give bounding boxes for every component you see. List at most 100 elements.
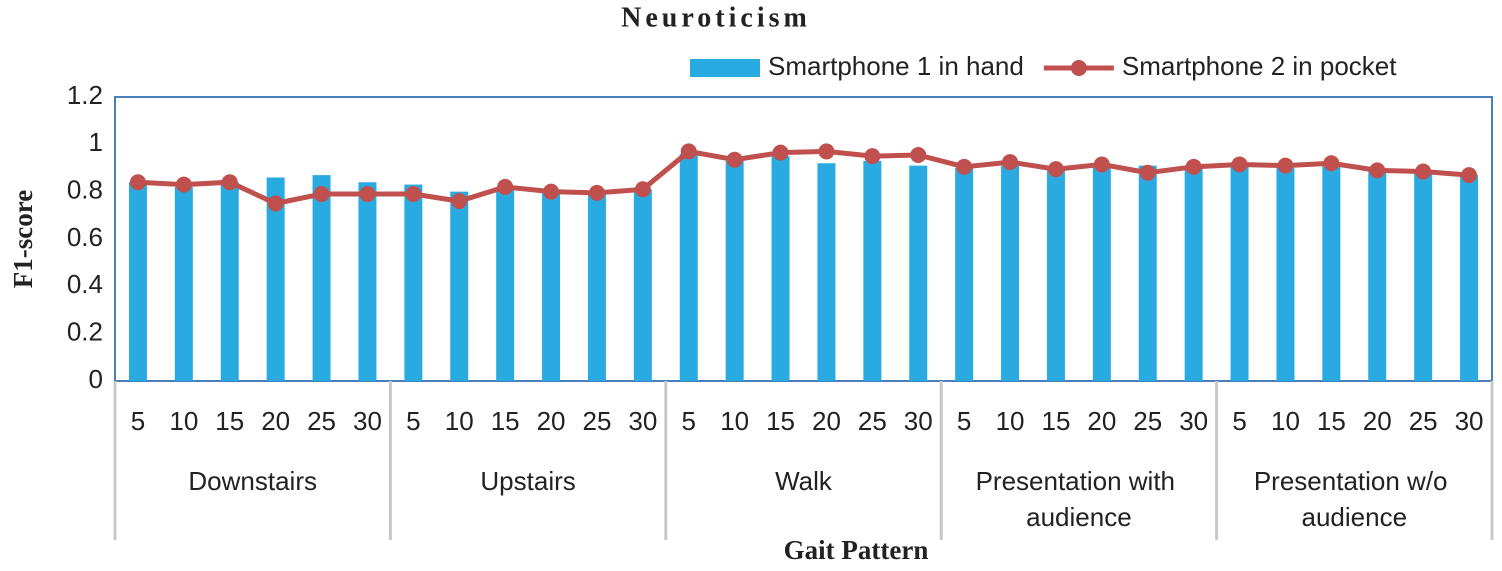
x-axis-title: Gait Pattern <box>784 535 929 565</box>
bar <box>542 191 561 381</box>
x-tick-label: 10 <box>445 406 474 436</box>
x-tick-label: 30 <box>904 406 933 436</box>
bar <box>220 182 239 381</box>
bar <box>1460 175 1479 381</box>
plot-border <box>114 96 1493 382</box>
marker <box>634 181 651 198</box>
bar <box>1092 165 1111 381</box>
bar <box>128 182 147 381</box>
x-tick-label: 25 <box>858 406 887 436</box>
x-tick-label: 15 <box>491 406 520 436</box>
bar <box>1184 168 1203 381</box>
x-tick-label: 20 <box>537 406 566 436</box>
x-tick-label: 15 <box>766 406 795 436</box>
bar <box>496 186 515 381</box>
marker <box>1185 158 1202 175</box>
marker <box>1369 162 1386 179</box>
marker <box>1415 163 1432 180</box>
x-tick-label: 30 <box>1455 406 1484 436</box>
x-tick-label: 10 <box>1271 406 1300 436</box>
marker <box>864 148 881 165</box>
x-tick-label: 25 <box>307 406 336 436</box>
x-tick-label: 5 <box>682 406 696 436</box>
bar <box>266 177 285 381</box>
bar <box>1276 168 1295 381</box>
x-tick-label: 30 <box>628 406 657 436</box>
marker <box>221 174 238 191</box>
bar <box>312 175 331 381</box>
marker <box>543 183 560 200</box>
x-tick-label: 5 <box>957 406 971 436</box>
group-label: Presentation w/o audience <box>1254 466 1455 532</box>
x-tick-label: 25 <box>1409 406 1438 436</box>
marker <box>910 146 927 163</box>
bar <box>1046 170 1065 381</box>
bar <box>404 184 423 381</box>
bar <box>679 153 698 381</box>
marker <box>588 184 605 201</box>
legend-label: Smartphone 1 in hand <box>768 51 1024 81</box>
bar <box>174 186 193 381</box>
line <box>137 148 1470 207</box>
group-label: Upstairs <box>480 466 575 496</box>
y-tick-label: 0.2 <box>67 317 103 347</box>
bar <box>909 165 928 381</box>
marker <box>1093 156 1110 173</box>
marker <box>1277 157 1294 174</box>
group-label: Downstairs <box>188 466 317 496</box>
y-tick-label: 0 <box>89 364 103 394</box>
marker <box>1002 154 1019 171</box>
marker <box>497 178 514 195</box>
marker <box>359 186 376 203</box>
legend-swatch <box>690 59 760 77</box>
y-axis-title: F1-score <box>8 190 38 288</box>
x-tick-label: 5 <box>406 406 420 436</box>
marker <box>1323 155 1340 172</box>
x-tick-label: 30 <box>353 406 382 436</box>
marker <box>129 174 146 191</box>
bar <box>817 163 836 381</box>
bar <box>1414 172 1433 381</box>
bar <box>1138 165 1157 381</box>
y-tick-label: 0.4 <box>67 269 103 299</box>
x-tick-label: 20 <box>1087 406 1116 436</box>
x-tick-label: 10 <box>996 406 1025 436</box>
bar <box>587 191 606 381</box>
x-tick-label: 30 <box>1179 406 1208 436</box>
bar <box>450 191 469 381</box>
marker <box>772 144 789 161</box>
marker <box>267 195 284 212</box>
y-tick-label: 0.8 <box>67 175 103 205</box>
x-tick-label: 10 <box>720 406 749 436</box>
marker <box>1139 164 1156 181</box>
bar <box>633 189 652 381</box>
legend-swatch <box>1070 60 1087 76</box>
y-tick-label: 1.2 <box>67 80 103 110</box>
bar <box>1230 163 1249 381</box>
bar <box>1001 165 1020 381</box>
x-tick-label: 20 <box>812 406 841 436</box>
x-tick-label: 5 <box>1232 406 1246 436</box>
marker <box>818 143 835 160</box>
x-tick-label: 15 <box>1041 406 1070 436</box>
x-tick-label: 15 <box>215 406 244 436</box>
x-tick-label: 20 <box>1363 406 1392 436</box>
marker <box>1047 161 1064 178</box>
group-label: Presentation with audience <box>976 466 1183 532</box>
bar <box>725 160 744 381</box>
x-tick-label: 20 <box>261 406 290 436</box>
bar <box>955 168 974 381</box>
group-label: Walk <box>775 466 833 496</box>
legend-label: Smartphone 2 in pocket <box>1122 51 1397 81</box>
marker <box>175 176 192 193</box>
bar <box>863 160 882 381</box>
x-tick-label: 25 <box>1133 406 1162 436</box>
x-tick-label: 15 <box>1317 406 1346 436</box>
y-tick-label: 1 <box>89 127 103 157</box>
marker <box>313 186 330 203</box>
marker <box>726 151 743 168</box>
marker <box>451 193 468 210</box>
bar <box>1368 170 1387 381</box>
